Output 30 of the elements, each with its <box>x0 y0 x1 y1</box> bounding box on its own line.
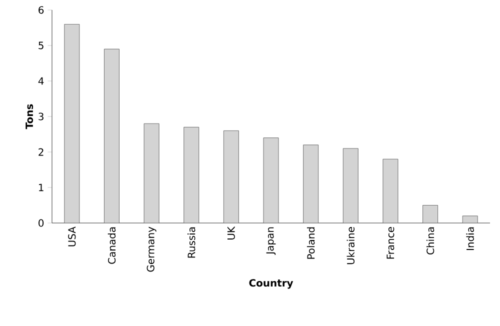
y-tick-label: 4 <box>38 77 44 85</box>
x-tick-label: Russia <box>188 227 196 258</box>
bar <box>184 126 200 223</box>
y-axis-title: Tons <box>26 104 34 130</box>
bar <box>342 148 358 223</box>
x-tick-label: China <box>426 227 434 254</box>
bar <box>263 138 279 223</box>
y-tick-label: 5 <box>38 42 44 50</box>
x-tick-label: Germany <box>146 226 156 272</box>
bar <box>144 123 160 223</box>
x-tick-label: France <box>386 227 394 259</box>
x-tick-label: Canada <box>108 227 116 264</box>
y-tick-label: 6 <box>38 6 44 14</box>
x-tick-label: India <box>466 227 474 250</box>
y-tick-label: 0 <box>38 219 44 227</box>
bar <box>422 205 438 223</box>
y-tick-label: 2 <box>38 148 44 156</box>
y-tick-label: 3 <box>38 112 44 120</box>
bar <box>303 144 319 223</box>
x-tick-label: Japan <box>266 227 276 255</box>
x-tick-label: Ukraine <box>346 227 354 264</box>
x-tick-label: UK <box>227 226 235 240</box>
bar <box>223 130 239 223</box>
bar <box>104 48 120 223</box>
x-tick-label: USA <box>68 226 76 246</box>
bar <box>64 24 80 223</box>
x-tick-label: Poland <box>306 227 315 259</box>
x-axis-title: Country <box>249 279 294 289</box>
bar <box>382 158 398 223</box>
y-tick-label: 1 <box>38 184 44 192</box>
